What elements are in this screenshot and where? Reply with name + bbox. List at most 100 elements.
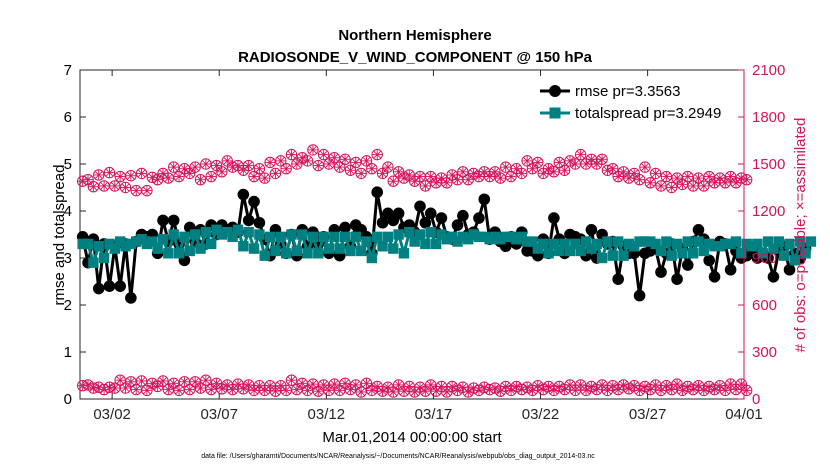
totalspread-point (468, 229, 479, 240)
assimilated-star-stroke (539, 385, 548, 394)
rmse-point (248, 195, 260, 208)
possible-point (457, 166, 469, 178)
assimilated-point (339, 377, 351, 390)
possible-point (376, 167, 389, 180)
x-tick-label: 03/02 (93, 406, 131, 423)
possible-point (548, 166, 560, 178)
totalspread-point (323, 243, 335, 254)
assimilated-star-stroke (683, 382, 692, 391)
totalspread-point (693, 236, 704, 247)
assimilated-point (285, 374, 298, 386)
possible-point (312, 159, 324, 172)
assimilated-star-stroke (233, 380, 242, 389)
assimilated-point (719, 384, 731, 397)
totalspread-point (789, 255, 801, 266)
possible-star-stroke (405, 170, 414, 179)
totalspread-point (232, 224, 244, 235)
possible-point (698, 180, 710, 192)
possible-point (532, 156, 544, 169)
possible-star-stroke (110, 181, 119, 190)
assimilated-point (184, 383, 196, 396)
possible-point (114, 170, 126, 183)
possible-star-stroke (121, 183, 130, 192)
assimilated-star-stroke (635, 386, 644, 395)
totalspread-point (698, 245, 710, 257)
assimilated-star-stroke (560, 385, 569, 394)
assimilated-star-stroke (185, 385, 194, 394)
assimilated-star-stroke (582, 386, 591, 395)
possible-star-stroke (555, 158, 564, 167)
assimilated-star-stroke (651, 380, 660, 389)
possible-point (387, 175, 399, 187)
totalspread-point (125, 238, 137, 250)
totalspread-point (752, 238, 763, 250)
possible-star-stroke (159, 169, 167, 178)
possible-star-stroke (94, 170, 103, 179)
assimilated-point (205, 383, 217, 396)
rmse-point (724, 263, 737, 276)
totalspread-point (725, 238, 736, 250)
assimilated-star-stroke (191, 377, 200, 386)
totalspread-point (575, 245, 586, 257)
series-layer (76, 144, 817, 398)
totalspread-point (77, 238, 88, 250)
assimilated-star-stroke (84, 380, 93, 389)
possible-star-stroke (699, 181, 708, 190)
x-axis-label: Mar.01,2014 00:00:00 start (322, 429, 502, 446)
possible-point (344, 164, 357, 176)
possible-point (671, 172, 683, 184)
totalspread-point (216, 229, 228, 240)
totalspread-point (564, 245, 576, 257)
totalspread-point (152, 243, 163, 254)
assimilated-point (307, 378, 319, 390)
y-left-tick-label: 3 (64, 250, 72, 267)
assimilated-star-stroke (260, 386, 269, 395)
assimilated-point (708, 383, 721, 396)
totalspread-point (687, 248, 699, 259)
possible-star-stroke (491, 167, 499, 176)
y-right-tick-label: 900 (752, 250, 777, 267)
assimilated-point (114, 374, 126, 386)
assimilated-star-stroke (646, 385, 655, 394)
possible-star-stroke (180, 164, 189, 173)
possible-point (366, 163, 378, 175)
possible-point (682, 170, 694, 183)
assimilated-star-stroke (341, 379, 350, 388)
totalspread-point (286, 229, 297, 240)
possible-star-stroke (474, 172, 483, 181)
possible-star-stroke (260, 174, 269, 183)
y-left-tick-label: 5 (64, 156, 72, 173)
possible-star-stroke (389, 177, 398, 186)
assimilated-star-stroke (673, 380, 682, 389)
legend: rmse pr=3.3563 totalspread pr=3.2949 (534, 78, 738, 124)
possible-star-stroke (683, 172, 692, 181)
totalspread-point (275, 231, 287, 243)
possible-point (403, 169, 416, 181)
totalspread-point (430, 238, 442, 250)
y-right-tick-label: 1500 (752, 156, 785, 173)
possible-star-stroke (608, 164, 617, 173)
assimilated-star-stroke (426, 380, 435, 389)
possible-point (639, 161, 651, 173)
possible-point (371, 148, 383, 161)
y-right-tick-label: 2100 (752, 62, 785, 79)
totalspread-point (527, 236, 538, 247)
possible-star-stroke (662, 172, 671, 181)
assimilated-star-stroke (689, 385, 698, 394)
assimilated-point (350, 379, 362, 391)
totalspread-point (334, 243, 345, 254)
rmse-point (371, 186, 383, 198)
totalspread-point (270, 245, 281, 257)
assimilated-star-stroke (116, 376, 125, 385)
possible-star-stroke (351, 158, 360, 167)
possible-star-stroke (89, 182, 98, 191)
possible-star-stroke (201, 160, 210, 168)
possible-star-stroke (308, 145, 317, 154)
assimilated-point (360, 377, 373, 390)
possible-point (644, 177, 656, 189)
assimilated-star-stroke (405, 382, 414, 391)
rmse-point (655, 266, 667, 278)
x-tick-label: 03/07 (200, 406, 238, 423)
possible-point (291, 158, 303, 170)
